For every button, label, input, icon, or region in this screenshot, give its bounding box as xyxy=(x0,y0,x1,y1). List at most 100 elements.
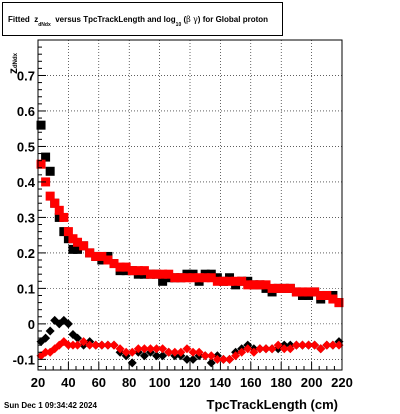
series-2-diamond-marker xyxy=(41,333,51,343)
title-prefix: Fitted xyxy=(8,15,30,24)
y-tick-label: 0.7 xyxy=(17,68,35,83)
title-open-paren: ( xyxy=(183,15,187,24)
series-1-square-marker xyxy=(121,262,131,272)
y-axis-label-z: z xyxy=(6,68,20,74)
series-1-square-marker xyxy=(249,280,259,290)
series-1-square-marker xyxy=(206,273,216,283)
series-3-diamond-marker xyxy=(255,344,265,354)
series-3-diamond-marker xyxy=(63,340,73,350)
grid-lines xyxy=(37,40,343,370)
series-1-square-marker xyxy=(176,273,186,283)
series-1-square-marker xyxy=(225,276,235,286)
series-1-square-marker xyxy=(139,266,149,276)
series-3-diamond-marker xyxy=(237,347,247,357)
y-tick-label: 0.1 xyxy=(17,281,35,296)
series-3-diamond-marker xyxy=(79,337,89,347)
series-2-diamond-marker xyxy=(152,351,162,361)
series-3-diamond-marker xyxy=(267,344,277,354)
series-3-diamond-marker xyxy=(231,351,241,361)
x-tick-label: 160 xyxy=(240,375,262,390)
series-1-square-marker xyxy=(54,205,64,215)
series-1-square-marker xyxy=(145,269,155,279)
series-0-square-marker xyxy=(158,276,168,286)
series-1-square-marker xyxy=(291,287,301,297)
series-3-diamond-marker xyxy=(109,340,119,350)
series-1-square-marker xyxy=(182,273,192,283)
series-3-diamond-marker xyxy=(152,344,162,354)
series-1-square-marker xyxy=(188,273,198,283)
series-3-diamond-marker xyxy=(273,340,283,350)
title-suffix: for Global proton xyxy=(202,15,269,24)
series-2-diamond-marker xyxy=(206,358,216,368)
y-tick-label: 0.4 xyxy=(17,175,36,190)
series-2-diamond-marker xyxy=(73,333,83,343)
series-1-square-marker xyxy=(63,227,73,237)
y-axis-label: zdNdx xyxy=(6,53,20,74)
y-tick-label: 0 xyxy=(28,317,35,332)
series-3-diamond-marker xyxy=(310,340,320,350)
series-1-square-marker xyxy=(237,276,247,286)
series-0-square-marker xyxy=(59,227,69,237)
series-1-square-marker xyxy=(255,280,265,290)
series-1-square-marker xyxy=(261,280,271,290)
title-box: Fitted zdNdx versus TpcTrackLength and l… xyxy=(2,2,283,36)
series-1-square-marker xyxy=(328,294,338,304)
series-3-diamond-marker xyxy=(164,347,174,357)
x-tick-label: 180 xyxy=(270,375,292,390)
series-3-diamond-marker xyxy=(158,344,168,354)
series-3-diamond-marker xyxy=(334,340,344,350)
series-3-diamond-marker xyxy=(170,347,180,357)
series-3-diamond-marker xyxy=(304,340,314,350)
series-3-diamond-marker xyxy=(133,344,143,354)
series-3-diamond-marker xyxy=(322,340,332,350)
y-tick-label: 0.2 xyxy=(17,246,35,261)
x-axis-label: TpcTrackLength (cm) xyxy=(206,397,338,412)
series-3-diamond-marker xyxy=(115,344,125,354)
series-1-square-marker xyxy=(243,280,253,290)
title-beta: β xyxy=(186,15,191,24)
series-3-diamond-marker xyxy=(200,351,210,361)
series-3-diamond-marker xyxy=(285,344,295,354)
timestamp-footer: Sun Dec 1 09:34:42 2024 xyxy=(4,401,97,410)
series-3-diamond-marker xyxy=(188,347,198,357)
series-0-square-marker xyxy=(73,244,83,254)
series-2-diamond-marker xyxy=(188,354,198,364)
series-1-square-marker xyxy=(109,259,119,269)
series-1-square-marker xyxy=(103,255,113,265)
series-1-square-marker xyxy=(212,276,222,286)
series-1-square-marker xyxy=(73,237,83,247)
series-1-square-marker xyxy=(273,283,283,293)
axes: 20 40 60 80 100 120 140 160 180 200 220 -0.1 0 0.1 0.2… xyxy=(13,46,353,390)
x-tick-label: 40 xyxy=(61,375,75,390)
data-points xyxy=(36,120,344,368)
series-1-square-marker xyxy=(194,273,204,283)
title-gamma: γ xyxy=(193,15,198,24)
series-3-diamond-marker xyxy=(206,351,216,361)
series-1-square-marker xyxy=(158,269,168,279)
series-3-diamond-marker xyxy=(182,344,192,354)
series-3-diamond-marker xyxy=(176,347,186,357)
title-close-paren: ) xyxy=(197,15,201,24)
series-3-diamond-marker xyxy=(249,347,259,357)
series-3-diamond-marker xyxy=(145,344,155,354)
series-1-square-marker xyxy=(50,198,60,208)
series-1-square-marker xyxy=(164,269,174,279)
series-1-square-marker xyxy=(267,283,277,293)
series-2-diamond-marker xyxy=(182,354,192,364)
title-middle: versus TpcTrackLength and log xyxy=(55,15,176,24)
x-tick-label: 120 xyxy=(179,375,201,390)
series-1-square-marker xyxy=(85,248,95,258)
series-3-diamond-marker xyxy=(225,354,235,364)
series-0-square-marker xyxy=(41,152,51,162)
series-1-square-marker xyxy=(231,276,241,286)
series-3-diamond-marker xyxy=(279,344,289,354)
series-1-square-marker xyxy=(218,276,228,286)
y-axis-label-sub: dNdx xyxy=(13,53,19,68)
series-2-diamond-marker xyxy=(127,358,137,368)
series-3-diamond-marker xyxy=(68,340,78,350)
x-tick-label: 200 xyxy=(301,375,323,390)
title-log-sub: 10 xyxy=(175,22,182,28)
series-3-diamond-marker xyxy=(41,347,51,357)
series-1-square-marker xyxy=(68,234,78,244)
x-tick-label: 220 xyxy=(331,375,353,390)
